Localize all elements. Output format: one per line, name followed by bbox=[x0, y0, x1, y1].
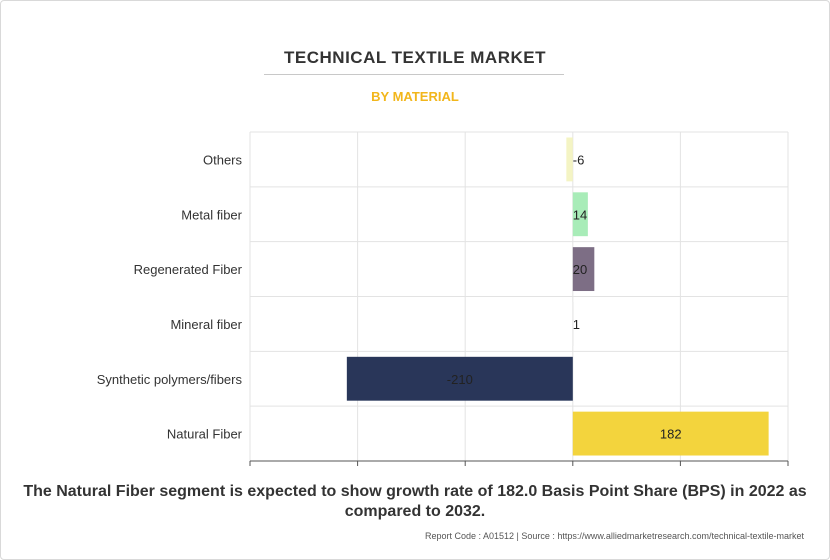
chart-title: TECHNICAL TEXTILE MARKET bbox=[284, 48, 546, 67]
bar-chart: Others -6 Metal fiber 14 Regenerated Fiber 20… bbox=[97, 131, 789, 466]
bar bbox=[572, 411, 769, 456]
chart-caption: The Natural Fiber segment is expected to… bbox=[23, 483, 807, 520]
y-axis-tick-label: Synthetic polymers/fibers bbox=[97, 372, 243, 387]
bar bbox=[572, 247, 595, 292]
y-axis-tick-label: Natural Fiber bbox=[167, 427, 243, 442]
data-label: 1 bbox=[573, 317, 580, 332]
chart-subtitle: BY MATERIAL bbox=[371, 89, 459, 104]
bar bbox=[346, 356, 573, 401]
y-axis-tick-label: Others bbox=[203, 152, 243, 167]
data-label: 20 bbox=[573, 262, 587, 277]
bar bbox=[566, 137, 573, 182]
bar bbox=[572, 192, 588, 237]
y-axis-tick-label: Metal fiber bbox=[181, 207, 242, 222]
bar bbox=[572, 301, 574, 346]
data-label: 182 bbox=[660, 427, 682, 442]
title-divider bbox=[264, 74, 564, 75]
data-label: 14 bbox=[573, 207, 587, 222]
data-label: -210 bbox=[447, 372, 473, 387]
y-axis-tick-label: Mineral fiber bbox=[170, 317, 242, 332]
data-label: -6 bbox=[573, 152, 585, 167]
report-source-footer: Report Code : A01512 | Source : https://… bbox=[424, 531, 804, 541]
y-axis-tick-label: Regenerated Fiber bbox=[134, 262, 243, 277]
